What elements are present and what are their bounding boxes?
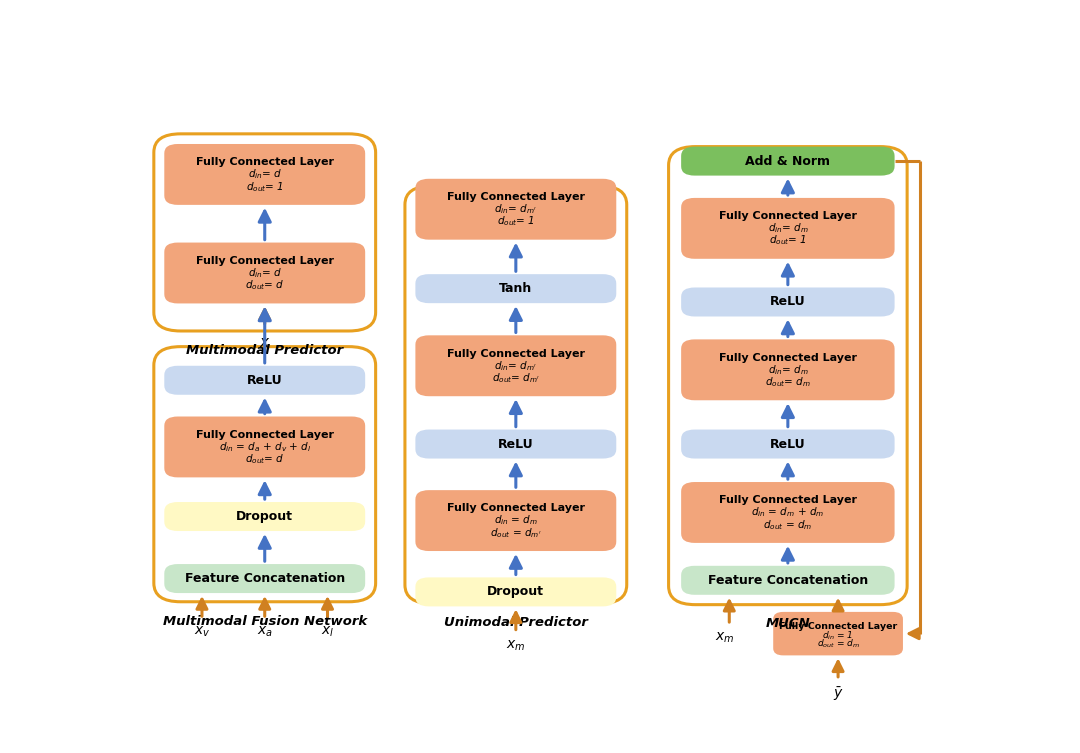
Text: $d_{in}$ = $d_a$ + $d_v$ + $d_l$: $d_{in}$ = $d_a$ + $d_v$ + $d_l$: [218, 440, 311, 454]
FancyBboxPatch shape: [416, 578, 617, 606]
Text: $x_l$: $x_l$: [321, 625, 334, 639]
Text: $d_{out}$= $d_m$: $d_{out}$= $d_m$: [765, 375, 811, 389]
FancyBboxPatch shape: [681, 482, 894, 543]
Text: Fully Connected Layer: Fully Connected Layer: [719, 211, 856, 221]
Text: $d_{out}$= 1: $d_{out}$= 1: [246, 180, 284, 194]
Text: $x_v$: $x_v$: [193, 625, 211, 639]
FancyBboxPatch shape: [164, 242, 365, 303]
Text: Multimodal Predictor: Multimodal Predictor: [186, 343, 343, 357]
Text: ReLU: ReLU: [247, 373, 283, 387]
FancyBboxPatch shape: [164, 144, 365, 205]
Text: $x$: $x$: [259, 335, 270, 350]
Text: $x_m$: $x_m$: [715, 631, 734, 645]
Text: $d_{in}$ = 1: $d_{in}$ = 1: [822, 629, 854, 642]
FancyBboxPatch shape: [164, 502, 365, 531]
FancyBboxPatch shape: [681, 288, 894, 316]
Text: $d_{in}$= d: $d_{in}$= d: [247, 266, 282, 280]
FancyBboxPatch shape: [681, 566, 894, 595]
Text: Dropout: Dropout: [487, 585, 544, 599]
Text: $d_{in}$= d: $d_{in}$= d: [247, 167, 282, 181]
Text: $d_{out}$= 1: $d_{out}$= 1: [769, 233, 807, 248]
FancyBboxPatch shape: [681, 147, 894, 175]
Text: Fully Connected Layer: Fully Connected Layer: [195, 430, 334, 440]
FancyBboxPatch shape: [164, 564, 365, 593]
Text: MUCN: MUCN: [766, 617, 810, 630]
Text: $x_a$: $x_a$: [257, 625, 272, 639]
Text: Add & Norm: Add & Norm: [745, 154, 831, 168]
Text: Multimodal Fusion Network: Multimodal Fusion Network: [163, 614, 367, 627]
Text: $d_{in}$= $d_{m'}$: $d_{in}$= $d_{m'}$: [495, 203, 537, 216]
FancyBboxPatch shape: [681, 429, 894, 459]
Text: $\bar{y}$: $\bar{y}$: [833, 685, 843, 703]
Text: Fully Connected Layer: Fully Connected Layer: [447, 349, 585, 358]
Text: Fully Connected Layer: Fully Connected Layer: [719, 495, 856, 505]
FancyBboxPatch shape: [681, 340, 894, 401]
FancyBboxPatch shape: [416, 490, 617, 551]
Text: Fully Connected Layer: Fully Connected Layer: [779, 622, 897, 630]
Text: Fully Connected Layer: Fully Connected Layer: [447, 504, 585, 514]
FancyBboxPatch shape: [416, 178, 617, 239]
Text: $d_{out}$ = $d_m$: $d_{out}$ = $d_m$: [764, 518, 812, 532]
Text: $d_{in}$= $d_m$: $d_{in}$= $d_m$: [768, 221, 808, 235]
Text: ReLU: ReLU: [770, 295, 806, 309]
Text: $d_{in}$ = $d_m$: $d_{in}$ = $d_m$: [494, 514, 538, 528]
FancyBboxPatch shape: [773, 612, 903, 655]
Text: Dropout: Dropout: [237, 510, 294, 523]
Text: Fully Connected Layer: Fully Connected Layer: [719, 352, 856, 363]
Text: Fully Connected Layer: Fully Connected Layer: [195, 157, 334, 167]
Text: $d_{in}$= $d_{m'}$: $d_{in}$= $d_{m'}$: [495, 359, 537, 373]
Text: Feature Concatenation: Feature Concatenation: [185, 572, 345, 585]
FancyBboxPatch shape: [416, 429, 617, 459]
Text: $d_{in}$= $d_m$: $d_{in}$= $d_m$: [768, 363, 808, 376]
Text: Fully Connected Layer: Fully Connected Layer: [447, 192, 585, 202]
Text: $d_{out}$= $d_{m'}$: $d_{out}$= $d_{m'}$: [491, 371, 540, 385]
FancyBboxPatch shape: [164, 366, 365, 395]
Text: Fully Connected Layer: Fully Connected Layer: [195, 256, 334, 266]
FancyBboxPatch shape: [416, 274, 617, 303]
Text: Unimodal Predictor: Unimodal Predictor: [444, 616, 588, 630]
Text: $d_{in}$ = $d_m$ + $d_m$: $d_{in}$ = $d_m$ + $d_m$: [752, 505, 824, 520]
Text: $d_{out}$ = $d_{m'}$: $d_{out}$ = $d_{m'}$: [490, 526, 541, 540]
Text: Tanh: Tanh: [499, 282, 532, 295]
Text: $x_m$: $x_m$: [507, 639, 526, 653]
Text: Feature Concatenation: Feature Concatenation: [707, 574, 868, 587]
FancyBboxPatch shape: [164, 416, 365, 477]
FancyBboxPatch shape: [416, 335, 617, 396]
FancyBboxPatch shape: [681, 198, 894, 259]
Text: $d_{out}$= d: $d_{out}$= d: [245, 453, 284, 466]
Text: $d_{out}$= 1: $d_{out}$= 1: [497, 215, 535, 228]
Text: $d_{out}$ = $d_m$: $d_{out}$ = $d_m$: [816, 638, 860, 651]
Text: $d_{out}$= d: $d_{out}$= d: [245, 279, 284, 292]
Text: ReLU: ReLU: [498, 437, 534, 450]
Text: ReLU: ReLU: [770, 437, 806, 450]
